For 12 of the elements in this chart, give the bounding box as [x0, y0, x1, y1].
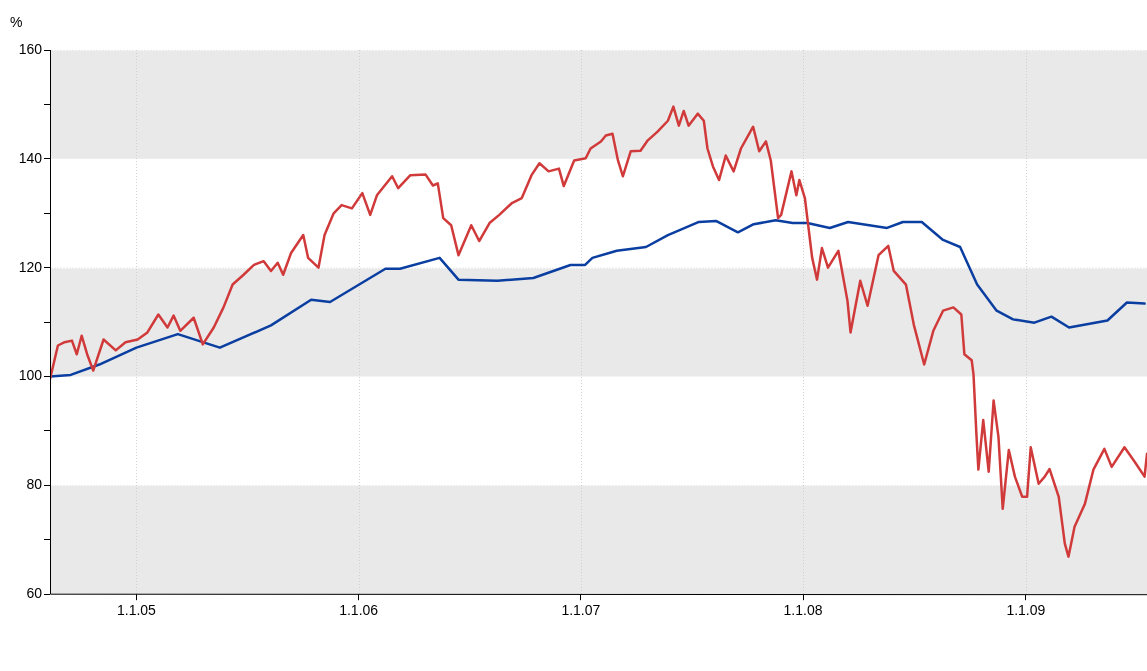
y-tick-label: 140 — [18, 149, 43, 166]
y-tick-label: 100 — [18, 367, 43, 384]
x-tick-label: 1.1.05 — [116, 602, 157, 619]
y-tick-label: 160 — [18, 40, 43, 57]
y-tick-label: 60 — [26, 585, 43, 602]
x-tick-label: 1.1.07 — [561, 602, 601, 619]
y-tick-label: 80 — [26, 476, 43, 493]
x-tick-label: 1.1.06 — [339, 602, 379, 619]
y-tick-label: 120 — [18, 258, 43, 275]
x-tick-label: 1.1.08 — [783, 602, 823, 619]
x-tick-label: 1.1.09 — [1006, 602, 1046, 619]
y-axis-title: % — [10, 13, 23, 30]
